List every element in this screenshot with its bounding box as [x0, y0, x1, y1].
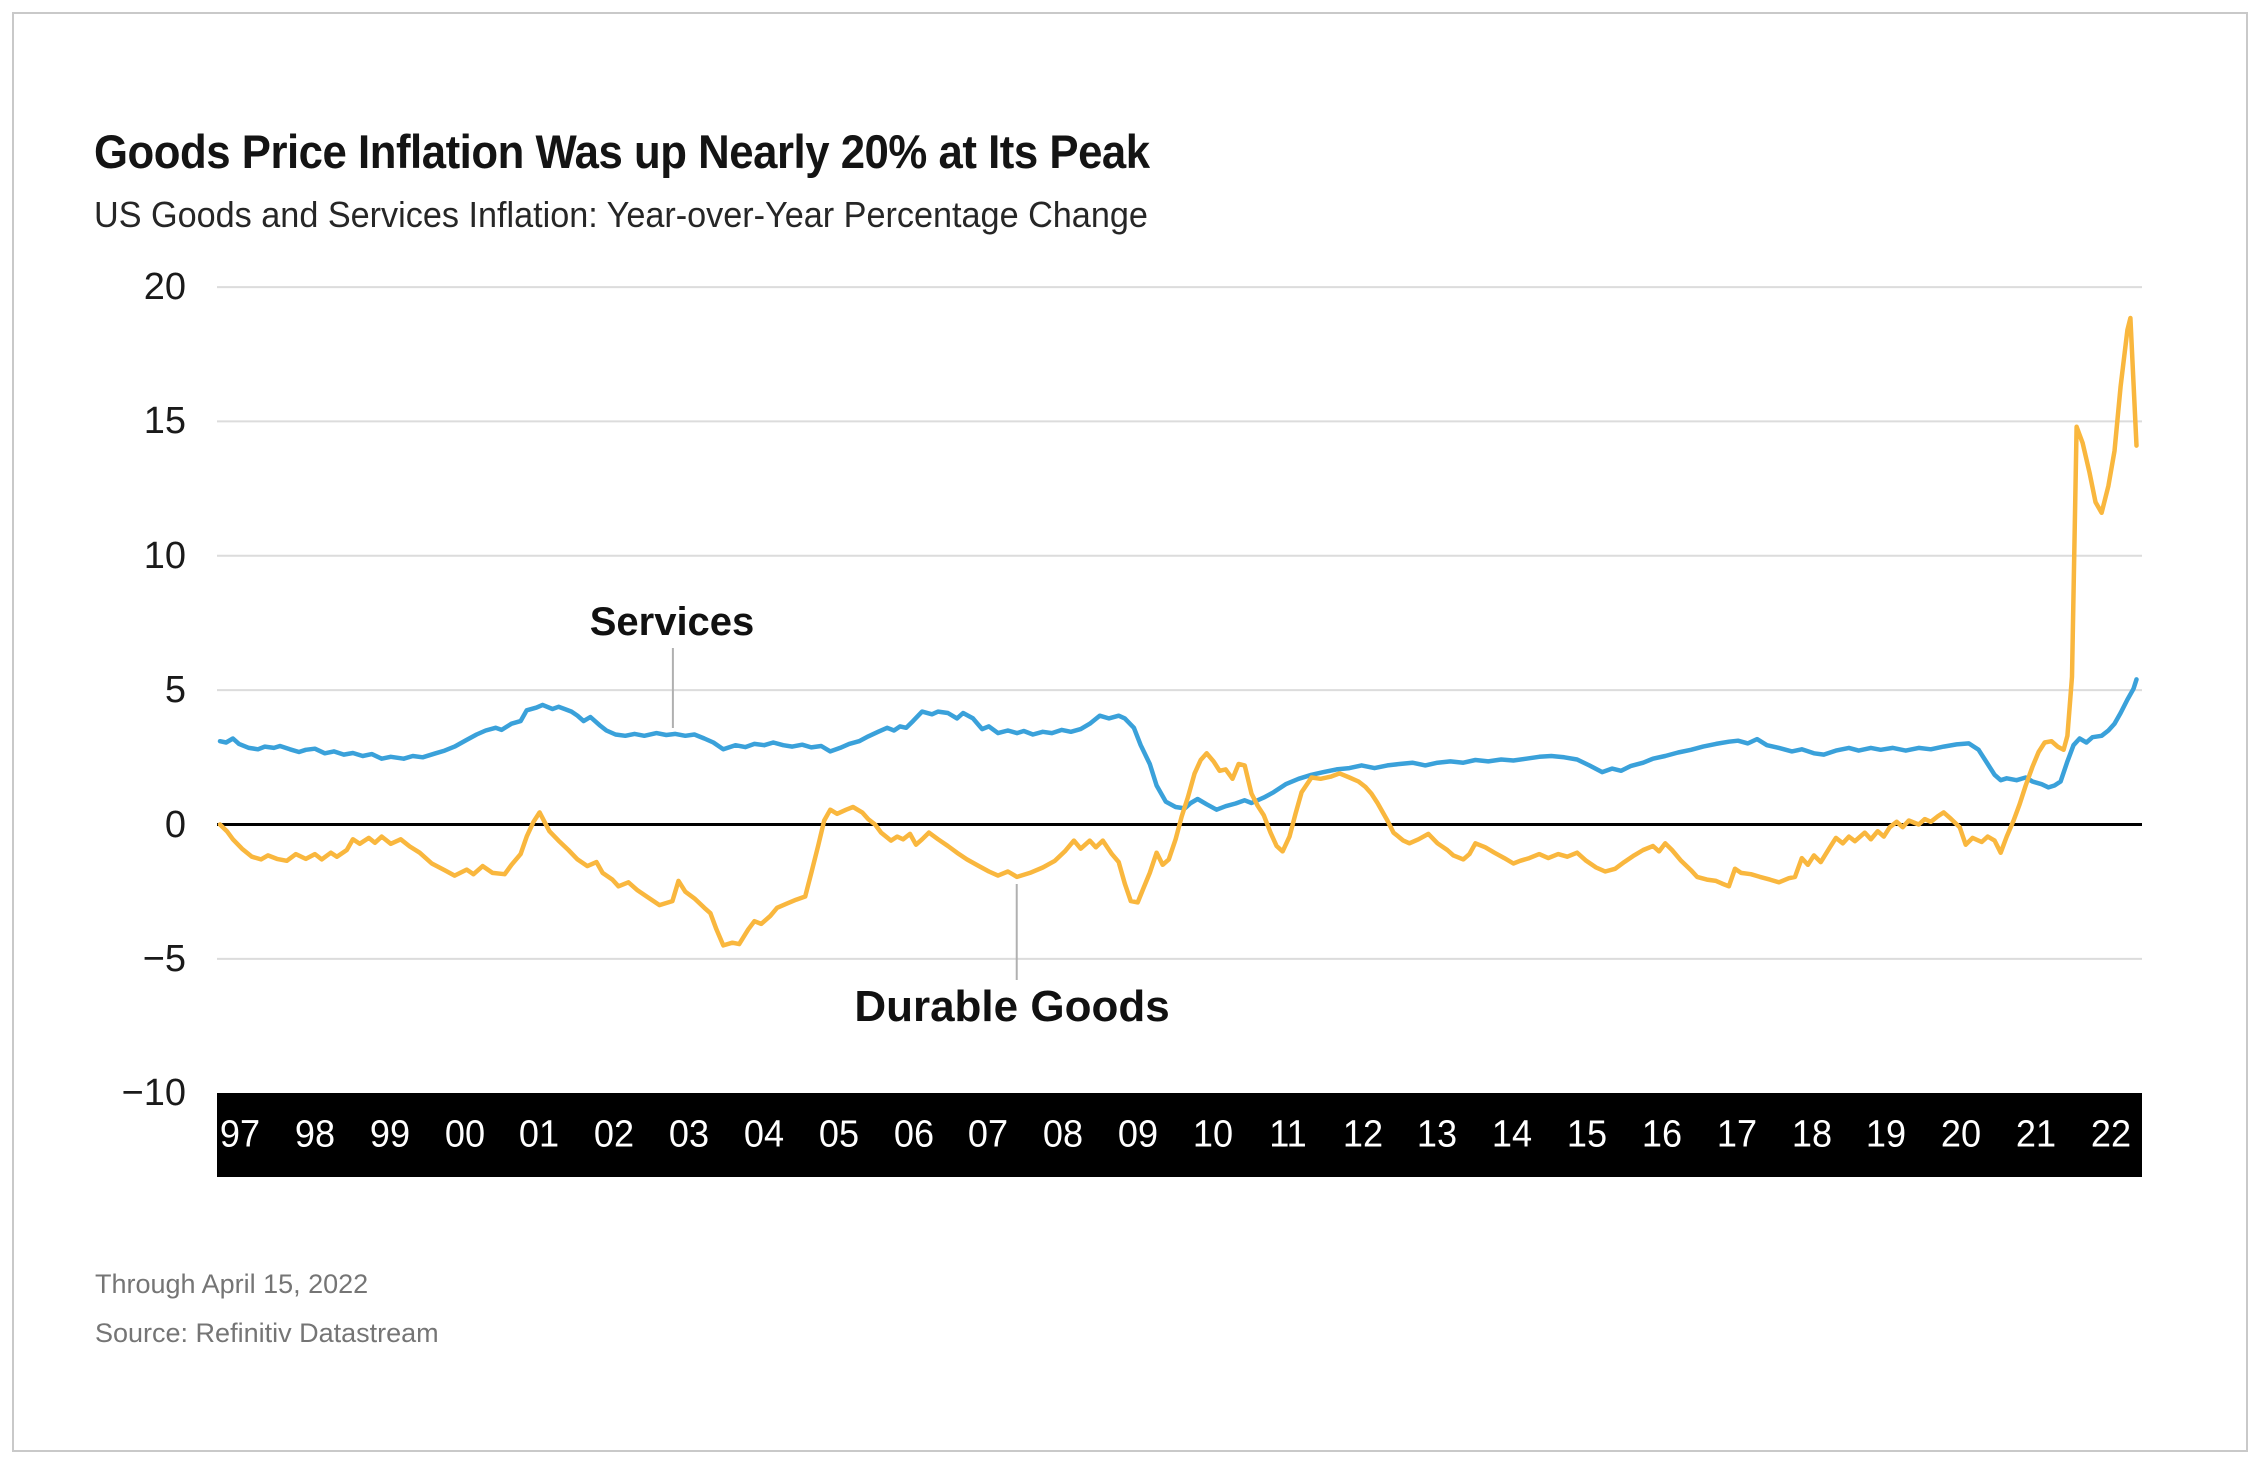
x-year-label: 14	[1492, 1113, 1533, 1156]
x-year-label: 19	[1866, 1113, 1907, 1156]
page-border-frame	[12, 12, 2248, 1452]
y-tick-label: 15	[143, 400, 186, 443]
x-year-label: 13	[1417, 1113, 1458, 1156]
x-year-label: 12	[1342, 1113, 1383, 1156]
series-line-durable-goods	[217, 315, 2139, 948]
x-year-label: 04	[743, 1113, 784, 1156]
x-year-label: 97	[219, 1113, 261, 1156]
footnote-source: Source: Refinitiv Datastream	[95, 1318, 439, 1348]
x-year-label: 98	[294, 1113, 335, 1156]
footnote-through-date: Through April 15, 2022	[95, 1269, 369, 1299]
y-tick-label: 5	[164, 669, 186, 712]
x-year-label: 06	[893, 1113, 934, 1156]
x-year-label: 18	[1791, 1113, 1832, 1156]
annotation-services-label: Services	[589, 600, 755, 644]
x-year-label: 17	[1716, 1113, 1757, 1156]
x-year-label: 11	[1269, 1113, 1307, 1156]
chart-subtitle: US Goods and Services Inflation: Year-ov…	[94, 194, 1148, 235]
y-tick-label: −10	[121, 1072, 186, 1115]
series-line-services	[217, 677, 2139, 812]
y-tick-label: 20	[143, 266, 186, 309]
x-year-label: 09	[1117, 1113, 1159, 1156]
x-year-label: 20	[1941, 1113, 1982, 1156]
x-year-label: 00	[444, 1113, 485, 1156]
x-year-label: 08	[1043, 1113, 1084, 1156]
annotation-durable-goods-label: Durable Goods	[854, 982, 1170, 1031]
x-year-label: 21	[2016, 1113, 2057, 1156]
chart-title: Goods Price Inflation Was up Nearly 20% …	[94, 125, 1150, 179]
x-year-label: 10	[1192, 1113, 1233, 1156]
x-year-label: 05	[818, 1113, 859, 1156]
y-tick-label: −5	[142, 937, 186, 980]
y-tick-label: 10	[143, 534, 186, 577]
x-year-label: 01	[519, 1113, 560, 1156]
x-year-label: 03	[668, 1113, 710, 1156]
x-axis-year-band: 97 98 99 00 01 02 03 04 05 06 07 08 09 10 11 12 13 14 15 16…	[217, 1093, 2142, 1177]
x-year-label: 07	[968, 1113, 1009, 1156]
x-year-label: 15	[1567, 1113, 1608, 1156]
x-year-label: 02	[594, 1113, 635, 1156]
x-year-label: 22	[2090, 1113, 2132, 1156]
x-year-label: 99	[369, 1113, 410, 1156]
y-tick-label: 0	[164, 803, 186, 846]
x-year-label: 16	[1641, 1113, 1683, 1156]
